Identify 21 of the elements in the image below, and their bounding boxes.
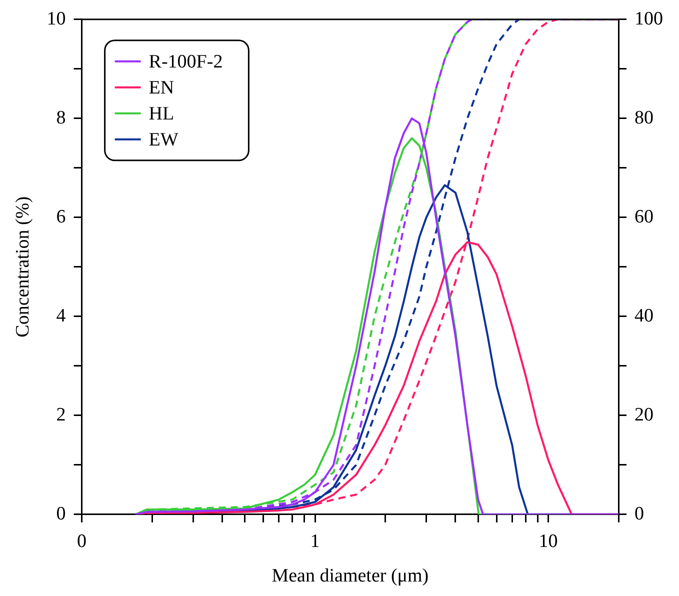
legend-label: EN bbox=[148, 77, 174, 98]
x-tick-label: 10 bbox=[538, 530, 558, 552]
legend-label: HL bbox=[148, 103, 174, 124]
y-axis-title: Concentration (%) bbox=[12, 196, 34, 338]
y2-tick-label: 40 bbox=[634, 305, 654, 326]
y-tick-label: 10 bbox=[46, 8, 66, 30]
y-tick-label: 4 bbox=[56, 305, 66, 326]
y2-tick-label: 60 bbox=[634, 206, 654, 228]
y2-tick-label: 100 bbox=[634, 8, 663, 30]
y2-tick-label: 0 bbox=[634, 503, 644, 524]
x-tick-label: 0 bbox=[77, 530, 87, 552]
y-tick-label: 0 bbox=[56, 503, 66, 524]
x-tick-label: 1 bbox=[310, 530, 320, 552]
x-axis-title: Mean diameter (μm) bbox=[272, 566, 429, 587]
legend-label: EW bbox=[148, 129, 178, 150]
y-tick-label: 2 bbox=[56, 404, 66, 426]
y2-tick-label: 20 bbox=[634, 404, 654, 426]
y2-tick-label: 80 bbox=[634, 107, 654, 128]
legend-label: R-100F-2 bbox=[148, 51, 223, 72]
y-tick-label: 8 bbox=[56, 107, 66, 128]
y-tick-label: 6 bbox=[56, 206, 66, 228]
